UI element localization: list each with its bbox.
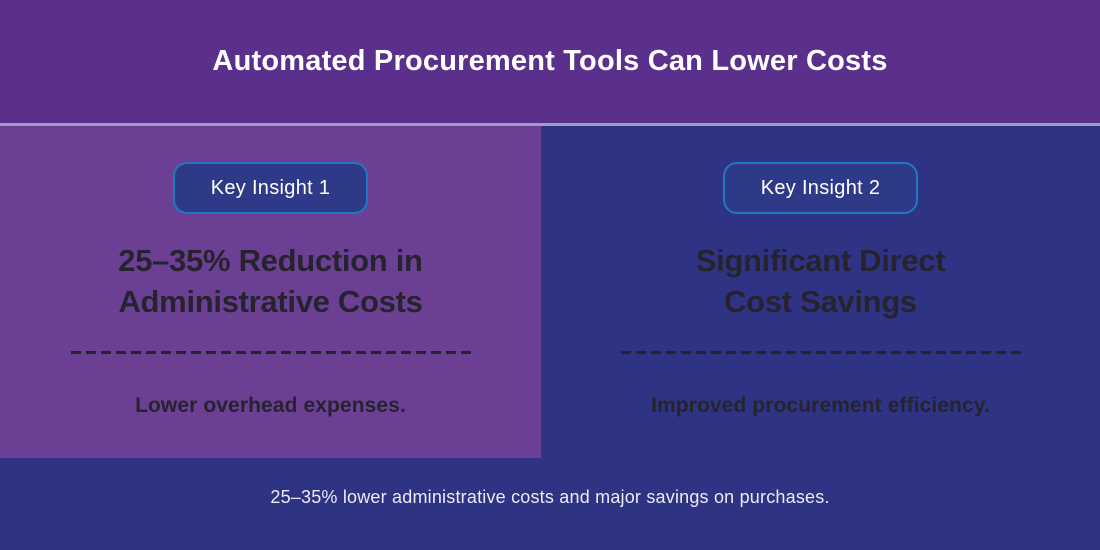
page-title: Automated Procurement Tools Can Lower Co… [212,45,888,77]
key-insight-2-badge: Key Insight 2 [722,162,919,214]
header-banner: Automated Procurement Tools Can Lower Co… [0,0,1100,126]
insight-panel-2: Key Insight 2 Significant Direct Cost Sa… [541,126,1100,458]
insight-1-heading-line2: Administrative Costs [118,284,423,320]
insight-2-heading: Significant Direct Cost Savings [696,240,946,322]
key-insight-1-badge: Key Insight 1 [172,162,369,214]
insight-panels: Key Insight 1 25–35% Reduction in Admini… [0,126,1100,458]
dashed-divider [620,351,1021,355]
insight-panel-1: Key Insight 1 25–35% Reduction in Admini… [0,126,541,458]
insight-1-heading-line1: 25–35% Reduction in [118,243,423,278]
insight-1-subtext: Lower overhead expenses. [135,394,406,418]
footer-summary: 25–35% lower administrative costs and ma… [270,486,830,507]
insight-2-heading-line2: Cost Savings [724,284,917,320]
insight-2-subtext: Improved procurement efficiency. [651,394,990,418]
footer-strip: 25–35% lower administrative costs and ma… [0,458,1100,550]
dashed-divider [70,351,471,355]
insight-2-heading-line1: Significant Direct [695,243,946,278]
insight-1-heading: 25–35% Reduction in Administrative Costs [118,240,423,322]
